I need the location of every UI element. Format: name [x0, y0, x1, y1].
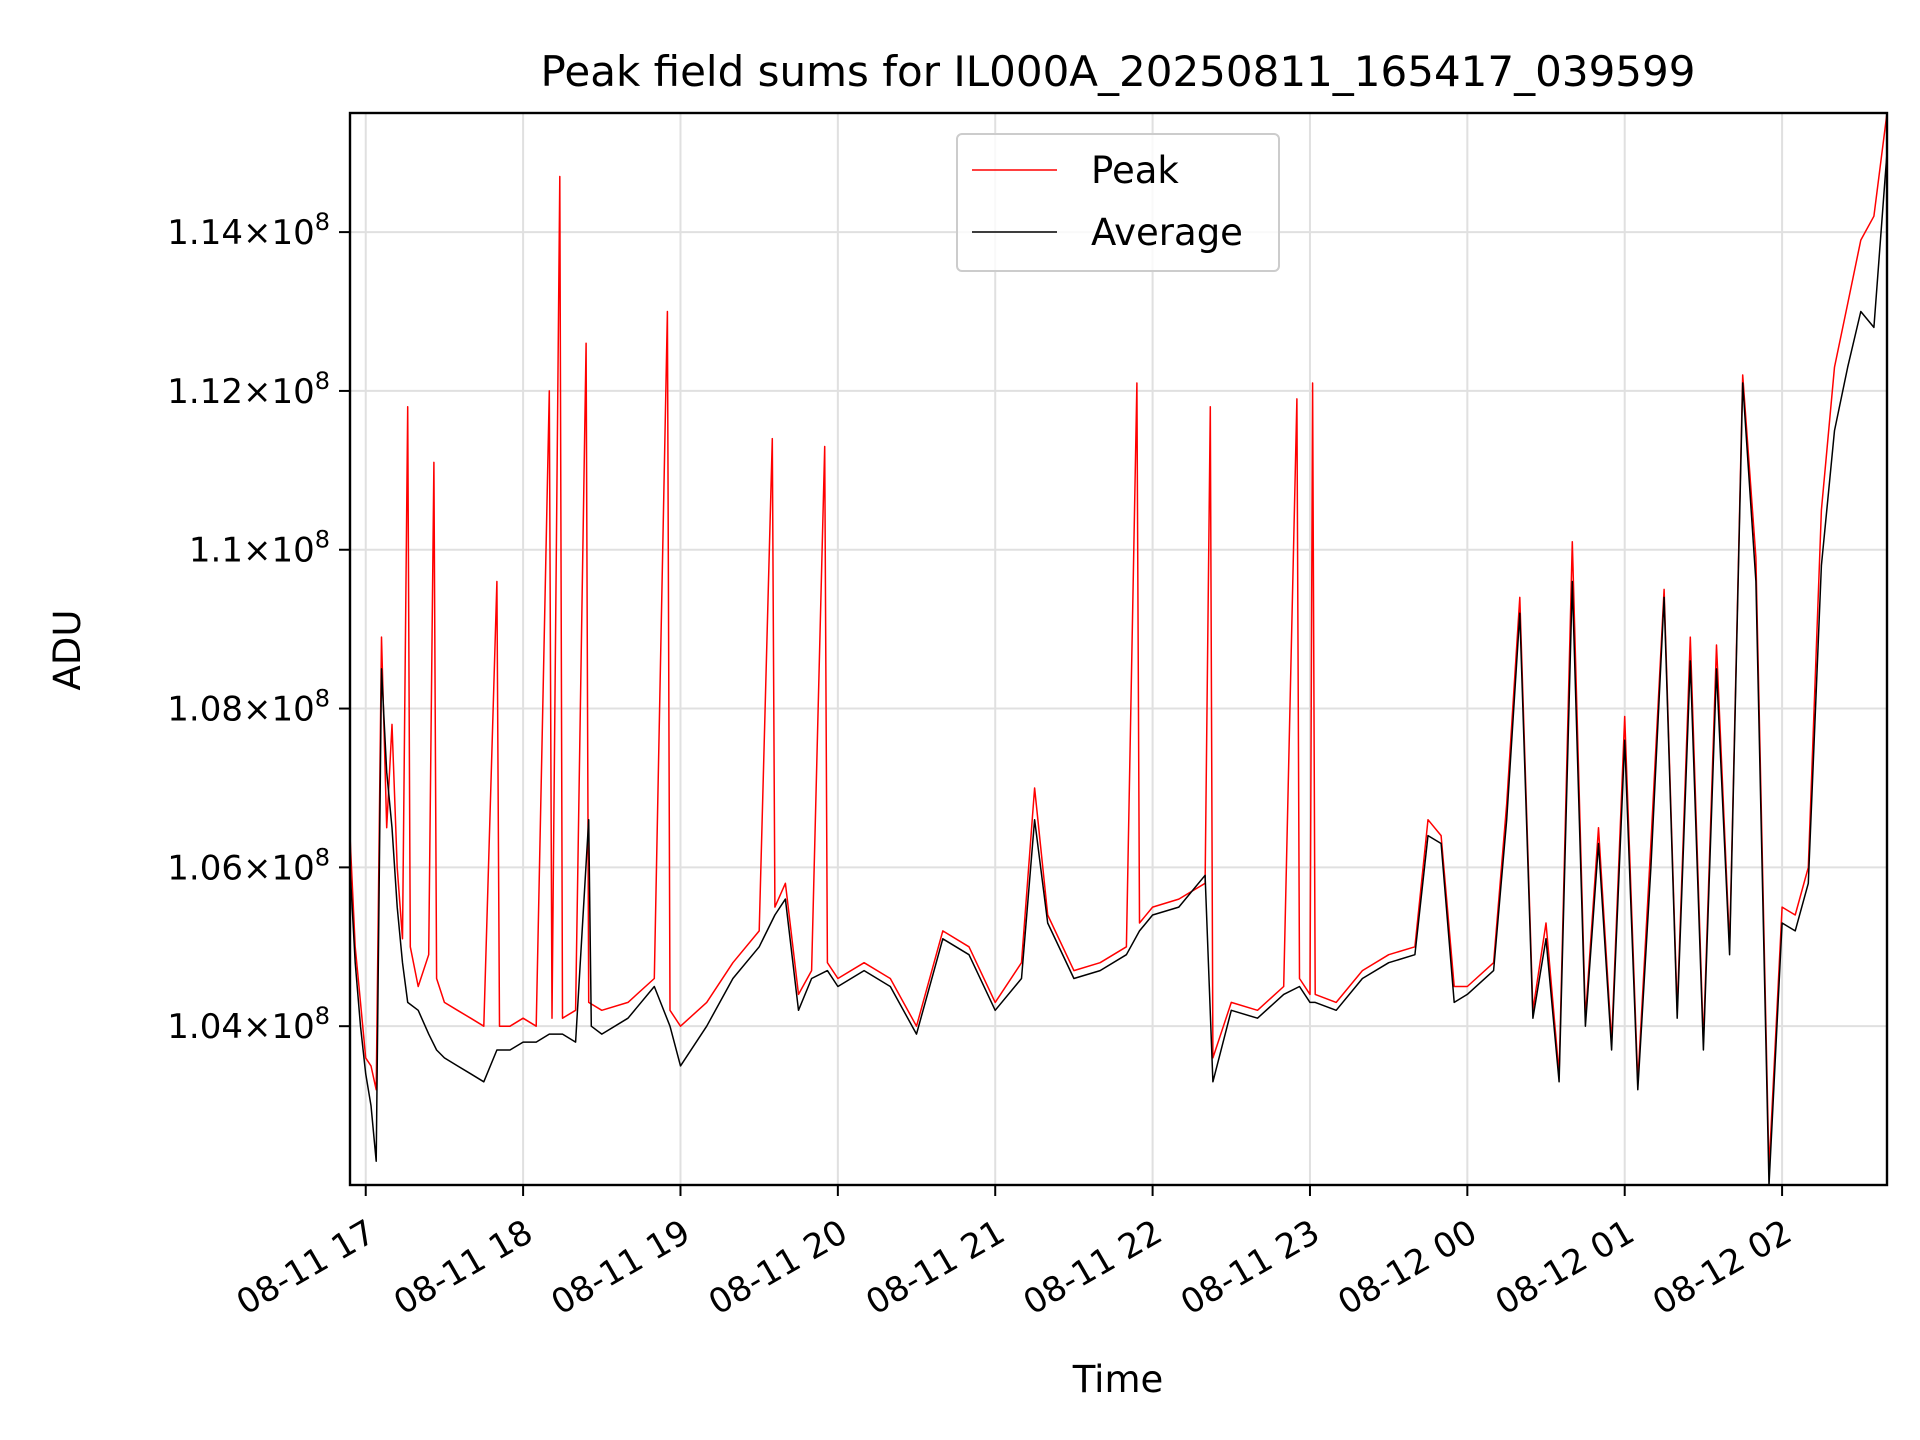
series-line-average — [349, 152, 1888, 1186]
y-tick-label: 1.06×108 — [167, 843, 330, 888]
y-tick-label: 1.1×108 — [189, 526, 330, 571]
y-axis-label: ADU — [46, 610, 89, 691]
legend-label-average: Average — [1091, 211, 1243, 254]
grid-lines — [350, 113, 1887, 1185]
chart-title: Peak field sums for IL000A_20250811_1654… — [541, 47, 1696, 96]
y-tick-label: 1.08×108 — [167, 685, 330, 730]
x-axis-label: Time — [1072, 1358, 1164, 1401]
legend-box — [956, 133, 1280, 272]
y-axis: 1.04×108 1.06×108 1.08×108 1.1×108 1.12×108 1… — [167, 208, 350, 1047]
legend: Peak Average — [956, 133, 1280, 272]
series-layer — [349, 112, 1888, 1186]
legend-label-peak: Peak — [1091, 149, 1179, 192]
y-tick-label: 1.14×108 — [167, 208, 330, 253]
plot-frame — [348, 111, 1889, 1187]
y-tick-label: 1.04×108 — [167, 1002, 330, 1047]
y-tick-label: 1.12×108 — [167, 367, 330, 412]
